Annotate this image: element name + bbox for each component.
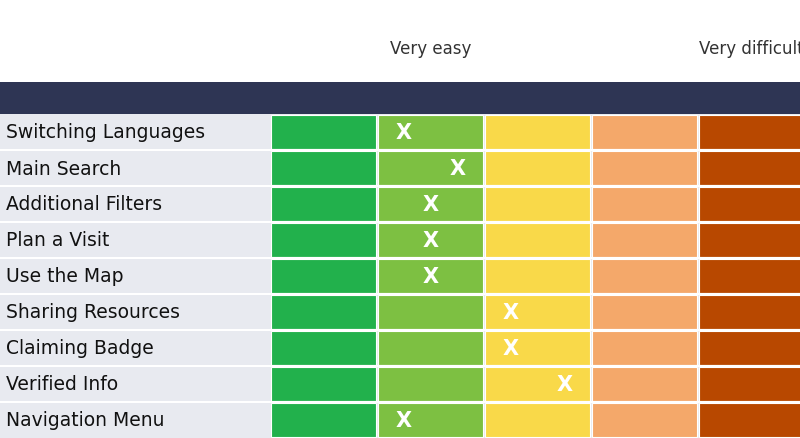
Bar: [592, 403, 697, 437]
Bar: [699, 188, 800, 221]
Bar: [378, 188, 483, 221]
Bar: [485, 296, 590, 329]
Text: Plan a Visit: Plan a Visit: [6, 231, 110, 250]
Text: X: X: [556, 374, 572, 394]
Bar: [699, 152, 800, 185]
Bar: [271, 188, 376, 221]
Bar: [271, 332, 376, 365]
Bar: [0, 366, 800, 402]
Bar: [378, 296, 483, 329]
Bar: [485, 188, 590, 221]
Bar: [0, 402, 800, 438]
Bar: [0, 294, 800, 330]
Bar: [271, 224, 376, 257]
Bar: [485, 260, 590, 293]
Bar: [271, 367, 376, 401]
Text: X: X: [502, 302, 519, 322]
Text: X: X: [422, 230, 438, 251]
Bar: [271, 296, 376, 329]
Text: Use the Map: Use the Map: [6, 267, 124, 286]
Text: X: X: [422, 194, 438, 215]
Bar: [378, 260, 483, 293]
Bar: [378, 403, 483, 437]
Bar: [699, 296, 800, 329]
Text: X: X: [449, 159, 466, 179]
Bar: [0, 187, 800, 223]
Bar: [271, 152, 376, 185]
Bar: [699, 367, 800, 401]
Bar: [271, 260, 376, 293]
Bar: [699, 116, 800, 149]
Text: Verified Info: Verified Info: [6, 374, 118, 394]
Bar: [378, 332, 483, 365]
Bar: [592, 116, 697, 149]
Bar: [271, 116, 376, 149]
Bar: [0, 151, 800, 187]
Bar: [699, 332, 800, 365]
Bar: [699, 403, 800, 437]
Text: X: X: [396, 123, 412, 143]
Bar: [485, 224, 590, 257]
Bar: [592, 367, 697, 401]
Bar: [485, 116, 590, 149]
Bar: [0, 223, 800, 258]
Bar: [378, 116, 483, 149]
Bar: [378, 152, 483, 185]
Bar: [592, 224, 697, 257]
Bar: [592, 188, 697, 221]
Bar: [592, 260, 697, 293]
Text: Sharing Resources: Sharing Resources: [6, 303, 181, 322]
Text: Claiming Badge: Claiming Badge: [6, 339, 154, 358]
Text: X: X: [396, 410, 412, 430]
Bar: [0, 258, 800, 294]
Bar: [592, 152, 697, 185]
Text: Main Search: Main Search: [6, 159, 122, 178]
Bar: [0, 330, 800, 366]
Bar: [699, 260, 800, 293]
Bar: [485, 403, 590, 437]
Bar: [485, 332, 590, 365]
Bar: [0, 115, 800, 151]
Bar: [699, 224, 800, 257]
Bar: [378, 224, 483, 257]
Bar: [0, 83, 800, 115]
Bar: [271, 403, 376, 437]
Text: Switching Languages: Switching Languages: [6, 123, 206, 142]
Text: Additional Filters: Additional Filters: [6, 195, 162, 214]
Text: X: X: [422, 266, 438, 286]
Text: Very easy: Very easy: [390, 40, 471, 58]
Bar: [592, 332, 697, 365]
Bar: [485, 367, 590, 401]
Text: X: X: [502, 338, 519, 358]
Text: Navigation Menu: Navigation Menu: [6, 410, 165, 430]
Bar: [485, 152, 590, 185]
Text: Very difficult: Very difficult: [699, 40, 800, 58]
Bar: [592, 296, 697, 329]
Bar: [378, 367, 483, 401]
